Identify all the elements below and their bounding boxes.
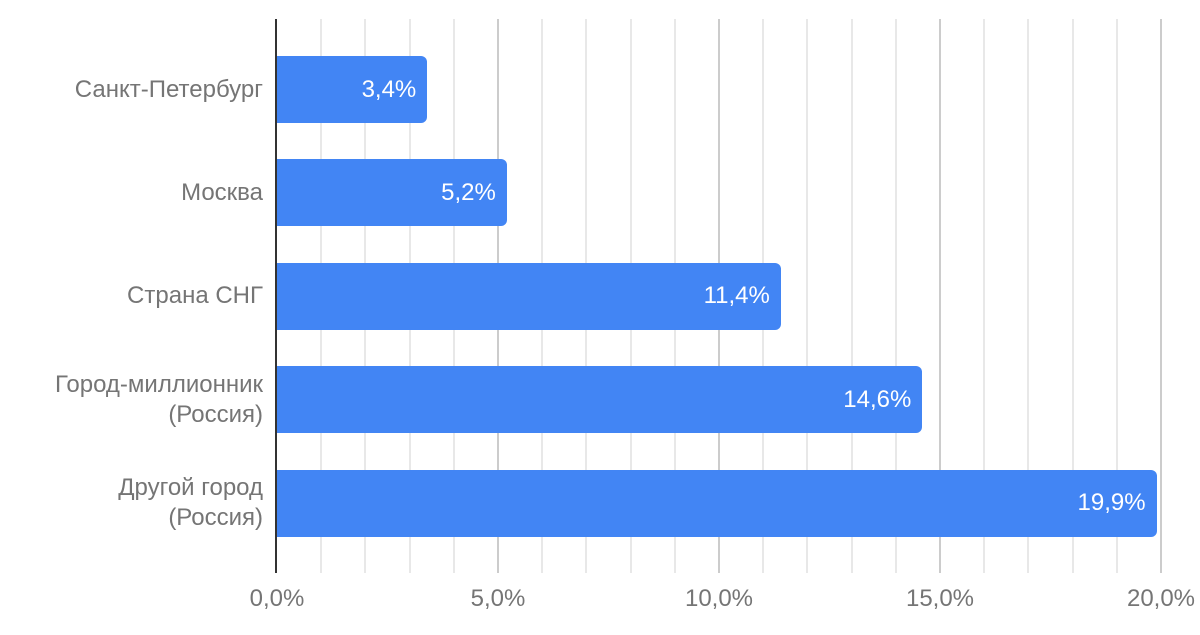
bar: 5,2% [277,159,507,227]
gridline-major [939,19,941,573]
bar: 14,6% [277,366,923,434]
bar: 19,9% [277,469,1157,537]
gridline-major [1160,19,1162,573]
category-label: Страна СНГ [127,282,263,310]
category-label: Другой город (Россия) [118,474,263,532]
bar-value-label: 11,4% [703,282,770,310]
category-label: Санкт-Петербург [74,75,263,103]
x-tick-label: 20,0% [1126,585,1196,612]
gridline-minor [1071,19,1074,573]
gridline-minor [806,19,809,573]
baseline-axis [275,19,277,573]
bar: 3,4% [277,56,428,123]
bar: 11,4% [277,262,781,330]
bar-value-label: 19,9% [1077,489,1146,517]
x-tick-label: 0,0% [249,585,305,612]
x-tick-label: 10,0% [684,585,754,612]
gridline-minor [1115,19,1118,573]
x-tick-label: 5,0% [470,585,526,612]
gridline-minor [983,19,986,573]
x-tick-label: 15,0% [905,585,975,612]
category-label: Москва [181,178,263,206]
bar-value-label: 3,4% [361,75,417,103]
bar-value-label: 14,6% [843,385,912,413]
gridline-minor [1027,19,1030,573]
category-label: Город-миллионник (Россия) [55,370,263,428]
bar-value-label: 5,2% [441,178,496,206]
gridline-minor [850,19,853,573]
gridline-minor [894,19,897,573]
